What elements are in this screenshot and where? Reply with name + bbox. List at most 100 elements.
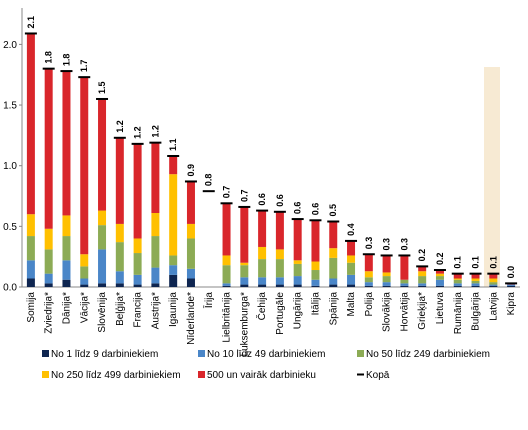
- value-label: 1.2: [133, 126, 143, 139]
- bar-segment: [489, 273, 498, 279]
- bar-segment: [151, 236, 160, 268]
- x-tick-label: Čehija: [255, 292, 268, 321]
- x-tick-label: Grieķija*: [417, 292, 428, 330]
- value-label: 1.8: [61, 54, 71, 67]
- bar-segment: [435, 276, 444, 280]
- bar-segment: [382, 276, 391, 283]
- bar-segment: [169, 155, 178, 175]
- bar-segment: [44, 249, 53, 274]
- x-tick-label: Francija: [133, 292, 144, 328]
- bar-segment: [258, 284, 267, 287]
- legend-label: No 10 līdz 49 darbiniekiem: [207, 349, 325, 360]
- x-tick-label: Rumānija: [453, 292, 464, 335]
- bar-segment: [275, 277, 284, 285]
- bar-segment: [329, 284, 338, 287]
- bar-segment: [186, 238, 195, 269]
- bar-segment: [186, 278, 195, 287]
- bar-segment: [453, 285, 462, 287]
- value-label: 0.5: [328, 204, 338, 217]
- bar-segment: [400, 255, 409, 280]
- bar-segment: [489, 282, 498, 285]
- bar-segment: [400, 279, 409, 284]
- value-label: 0.9: [186, 164, 196, 177]
- bar-segment: [80, 254, 89, 267]
- bar-segment: [293, 219, 302, 261]
- bar-segment: [471, 278, 480, 281]
- y-tick-label: 0.0: [3, 283, 17, 294]
- value-label: 1.2: [150, 125, 160, 138]
- bar-segment: [80, 77, 89, 255]
- bar-segment: [186, 223, 195, 239]
- bar-segment: [222, 255, 231, 266]
- bar-segment: [62, 71, 71, 216]
- bar-segment: [26, 236, 35, 261]
- bar-segment: [258, 277, 267, 285]
- bar-segment: [115, 137, 124, 224]
- bar-segment: [435, 270, 444, 274]
- bar-segment: [80, 284, 89, 287]
- bar-segment: [471, 280, 480, 284]
- bar-segment: [133, 238, 142, 254]
- bar-segment: [151, 267, 160, 284]
- bar-segment: [98, 98, 107, 211]
- value-label: 1.1: [168, 138, 178, 151]
- value-label: 1.2: [115, 120, 125, 133]
- bar-segment: [489, 278, 498, 283]
- bar-segment: [489, 284, 498, 286]
- bar-segment: [240, 277, 249, 285]
- highlight: [484, 67, 500, 287]
- bar-segment: [169, 255, 178, 266]
- bar-segment: [186, 268, 195, 279]
- x-tick-label: Spānija: [328, 292, 339, 326]
- bar-segment: [453, 283, 462, 286]
- x-tick-label: Austrija*: [150, 292, 161, 329]
- bar-segment: [98, 249, 107, 284]
- bar-segment: [133, 274, 142, 285]
- bar-segment: [133, 143, 142, 239]
- bar-segment: [275, 259, 284, 278]
- x-tick-label: Polija: [364, 292, 375, 317]
- value-label: 1.7: [79, 60, 89, 73]
- bar-segment: [26, 214, 35, 237]
- bar-segment: [435, 279, 444, 286]
- legend-swatch: [357, 350, 364, 357]
- bar-segment: [98, 225, 107, 250]
- legend-swatch: [42, 350, 49, 357]
- bar-segment: [293, 276, 302, 285]
- bar-segment: [471, 285, 480, 287]
- bar-segment: [115, 242, 124, 272]
- x-tick-label: Igaunija: [168, 292, 179, 327]
- bar-segment: [26, 278, 35, 287]
- bar-segment: [364, 271, 373, 278]
- bar-segment: [240, 265, 249, 278]
- x-tick-label: Luksemburga*: [239, 292, 250, 357]
- bar-segment: [364, 282, 373, 286]
- bar-segment: [382, 272, 391, 277]
- bar-segment: [382, 285, 391, 287]
- bar-segment: [275, 211, 284, 250]
- bar-segment: [364, 254, 373, 272]
- bar-segment: [169, 265, 178, 275]
- bar-segment: [489, 285, 498, 287]
- value-label: 0.7: [222, 186, 232, 199]
- value-label: 0.2: [435, 253, 445, 266]
- x-tick-label: Lietuva: [435, 292, 446, 325]
- x-tick-label: Horvātija: [399, 292, 410, 332]
- bar-segment: [44, 68, 53, 229]
- value-label: 0.1: [488, 256, 498, 269]
- bar-segment: [400, 285, 409, 287]
- bar-segment: [311, 220, 320, 262]
- value-label: 0.1: [471, 256, 481, 269]
- x-tick-label: Lielbritānija: [222, 292, 233, 343]
- value-label: 0.6: [293, 202, 303, 215]
- bar-segment: [347, 274, 356, 285]
- x-tick-label: Latvija: [488, 292, 499, 321]
- bar-segment: [329, 248, 338, 258]
- bar-segment: [293, 284, 302, 287]
- bar-segment: [418, 266, 427, 272]
- bar-segment: [275, 284, 284, 287]
- bar-segment: [471, 273, 480, 279]
- value-label: 1.8: [44, 51, 54, 64]
- bar-segment: [347, 240, 356, 256]
